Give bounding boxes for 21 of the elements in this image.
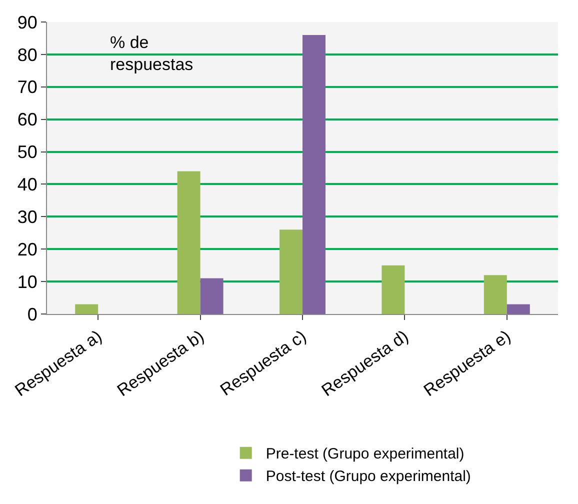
y-tick-label: 70 [17,77,38,98]
bar [200,278,224,314]
y-tick-label: 40 [17,174,38,195]
y-tick-label: 20 [17,239,38,260]
legend-label: Pre-test (Grupo experimental) [266,446,464,463]
bar [75,304,98,314]
bar [177,171,200,314]
y-tick-label: 50 [17,142,38,162]
y-tick-label: 60 [17,110,38,130]
y-tick-label: 30 [17,206,38,227]
bar [506,304,530,314]
bar [484,275,507,314]
y-tick-label: 10 [17,272,38,292]
bar [382,265,405,314]
bar [302,34,326,314]
y-tick-label: 80 [17,44,38,65]
bar [280,230,302,314]
legend-label: Post-test (Grupo experimental) [266,468,471,486]
y-tick-label: 0 [27,304,38,324]
annotation: % de respuestas [110,33,194,74]
y-tick-label: 90 [17,12,38,32]
